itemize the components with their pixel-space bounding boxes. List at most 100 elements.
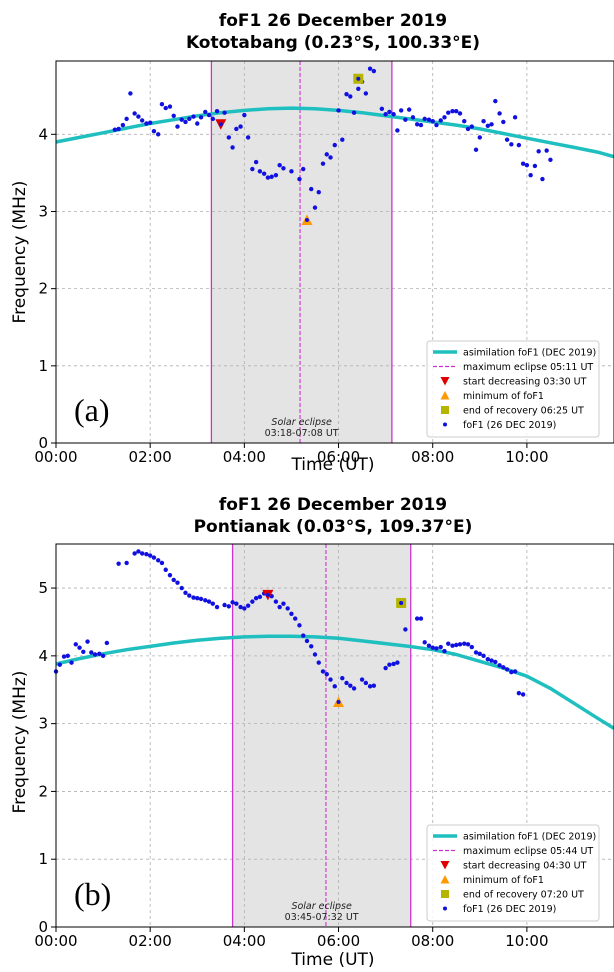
data-point <box>250 599 255 604</box>
data-point <box>206 599 212 604</box>
data-point <box>175 580 180 585</box>
data-point <box>481 653 486 659</box>
data-point <box>147 120 153 125</box>
legend-swatch-points <box>443 906 447 911</box>
data-point <box>132 111 137 116</box>
data-point <box>418 616 424 621</box>
data-point <box>438 644 443 650</box>
data-point <box>179 117 184 122</box>
legend-label: minimum of foF1 <box>463 391 544 402</box>
data-point <box>277 604 282 610</box>
data-point <box>359 677 365 682</box>
data-point <box>328 677 333 682</box>
data-point <box>206 112 212 118</box>
legend-box <box>426 824 600 922</box>
data-point <box>191 114 196 119</box>
data-point <box>218 122 223 127</box>
data-point <box>383 665 388 671</box>
data-point <box>171 113 176 118</box>
legend-box <box>426 340 600 438</box>
data-point <box>473 650 479 655</box>
data-point <box>324 152 329 157</box>
data-point <box>250 166 255 172</box>
data-point <box>210 601 216 606</box>
data-point <box>363 680 369 686</box>
data-point <box>85 639 90 644</box>
data-point <box>155 132 161 137</box>
data-point <box>198 115 204 120</box>
data-point <box>320 161 326 166</box>
data-point <box>351 110 357 115</box>
data-point <box>167 104 173 109</box>
data-point <box>195 596 200 601</box>
data-point <box>222 602 227 608</box>
y-tick-label: 4 <box>38 125 48 143</box>
data-point <box>301 633 306 638</box>
legend: asimilation foF1 (DEC 2019) maximum eclip… <box>426 824 600 922</box>
y-tick-label: 1 <box>38 357 48 375</box>
data-point <box>195 121 200 126</box>
data-point <box>183 590 188 596</box>
data-point <box>269 174 274 179</box>
data-point <box>304 638 310 644</box>
data-point <box>403 117 408 122</box>
data-point <box>116 126 121 132</box>
data-point <box>524 162 530 168</box>
data-point <box>348 683 353 688</box>
data-point <box>509 669 514 675</box>
eclipse-label: Solar eclipse <box>291 901 352 912</box>
data-point <box>304 217 309 222</box>
data-point <box>324 671 329 677</box>
x-tick-label: 08:00 <box>411 448 454 466</box>
data-point <box>367 66 373 71</box>
axes-frame <box>55 60 614 444</box>
data-point <box>477 135 482 140</box>
data-point <box>391 112 396 117</box>
data-point <box>418 122 424 128</box>
data-point <box>234 126 239 132</box>
y-tick-label: 4 <box>38 647 48 665</box>
data-point <box>398 108 404 113</box>
data-point <box>336 699 341 704</box>
data-point <box>163 105 168 111</box>
chart-subtitle: Kototabang (0.23°S, 100.33°E) <box>186 33 480 53</box>
x-tick-label: 10:00 <box>505 932 548 950</box>
x-axis-label: Time (UT) <box>290 950 374 970</box>
chart-panel-b: foF1 26 December 2019 Pontianak (0.03°S,… <box>10 495 614 970</box>
observation-points <box>112 66 553 210</box>
y-axis-label: Frequency (MHz) <box>10 181 30 324</box>
data-point <box>273 173 279 178</box>
data-point <box>454 642 459 648</box>
data-point <box>139 118 145 123</box>
data-point <box>293 616 298 621</box>
data-point <box>214 108 220 114</box>
data-point <box>383 112 388 117</box>
data-point <box>516 690 522 696</box>
legend-label: foF1 (26 DEC 2019) <box>463 420 556 431</box>
data-point <box>434 122 439 128</box>
data-point <box>297 176 302 182</box>
data-point <box>139 551 145 556</box>
data-point <box>112 127 118 132</box>
panel-label: (a) <box>74 392 110 428</box>
data-point <box>457 111 463 116</box>
data-point <box>230 600 235 605</box>
data-point <box>344 91 349 97</box>
legend-label: asimilation foF1 (DEC 2019) <box>463 348 596 359</box>
data-point <box>285 606 290 611</box>
y-tick-label: 3 <box>38 715 48 733</box>
data-point <box>363 91 369 96</box>
data-point <box>489 122 494 127</box>
data-point <box>465 126 471 132</box>
data-point <box>301 166 306 172</box>
data-point <box>399 600 404 605</box>
data-point <box>504 667 510 672</box>
data-point <box>281 166 286 171</box>
data-point <box>238 124 243 129</box>
data-point <box>367 684 373 689</box>
legend-label: maximum eclipse 05:44 UT <box>463 846 593 857</box>
x-tick-label: 00:00 <box>34 932 77 950</box>
data-point <box>446 641 451 646</box>
legend-swatch-start <box>440 377 450 386</box>
data-point <box>163 567 168 572</box>
